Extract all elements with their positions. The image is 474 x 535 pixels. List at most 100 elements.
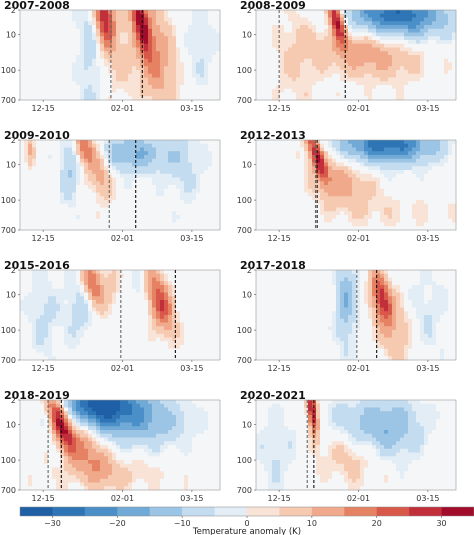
heatmap-cell	[360, 77, 365, 82]
heatmap-cell	[76, 73, 81, 78]
heatmap-cell	[376, 162, 381, 167]
heatmap-cell	[160, 17, 165, 22]
heatmap-cell	[36, 226, 41, 231]
heatmap-cell	[96, 162, 101, 167]
heatmap-cell	[420, 173, 425, 178]
heatmap-cell	[316, 162, 321, 167]
heatmap-cell	[428, 211, 433, 216]
heatmap-cell	[404, 226, 409, 231]
heatmap-cell	[20, 173, 25, 178]
heatmap-cell	[112, 92, 117, 97]
heatmap-cell	[400, 85, 405, 90]
heatmap-cell	[256, 88, 261, 93]
heatmap-cell	[116, 40, 121, 45]
heatmap-cell	[328, 143, 333, 148]
heatmap-cell	[156, 181, 161, 186]
heatmap-cell	[112, 140, 117, 145]
heatmap-cell	[392, 222, 397, 227]
heatmap-cell	[44, 192, 49, 197]
heatmap-cell	[300, 73, 305, 78]
heatmap-cell	[324, 143, 329, 148]
heatmap-cell	[440, 32, 445, 37]
panel-title: 2009-2010	[4, 129, 70, 142]
heatmap-cell	[64, 188, 69, 193]
heatmap-cell	[368, 222, 373, 227]
heatmap-cell	[208, 226, 213, 231]
heatmap-cell	[360, 62, 365, 67]
heatmap-cell	[336, 207, 341, 212]
heatmap-cell	[432, 211, 437, 216]
heatmap-cell	[24, 273, 29, 278]
heatmap-cell	[208, 203, 213, 208]
heatmap-cell	[288, 21, 293, 26]
heatmap-cell	[452, 77, 457, 82]
heatmap-cell	[56, 173, 61, 178]
heatmap-cell	[112, 181, 117, 186]
heatmap-cell	[116, 200, 121, 205]
heatmap-cell	[392, 40, 397, 45]
heatmap-cell	[124, 32, 129, 37]
heatmap-cell	[212, 155, 217, 160]
heatmap-cell	[276, 218, 281, 223]
heatmap-cell	[100, 166, 105, 171]
heatmap-cell	[272, 58, 277, 63]
heatmap-cell	[280, 222, 285, 227]
heatmap-cell	[356, 158, 361, 163]
heatmap-cell	[452, 88, 457, 93]
heatmap-cell	[344, 207, 349, 212]
heatmap-cell	[192, 222, 197, 227]
heatmap-cell	[428, 166, 433, 171]
heatmap-cell	[196, 13, 201, 18]
heatmap-cell	[148, 218, 153, 223]
heatmap-cell	[420, 96, 425, 101]
heatmap-cell	[264, 51, 269, 56]
heatmap-cell	[340, 207, 345, 212]
heatmap-cell	[184, 88, 189, 93]
heatmap-cell	[160, 88, 165, 93]
heatmap-cell	[112, 32, 117, 37]
heatmap-cell	[164, 96, 169, 101]
heatmap-cell	[316, 62, 321, 67]
heatmap-cell	[376, 10, 381, 15]
heatmap-cell	[332, 81, 337, 86]
heatmap-cell	[160, 10, 165, 15]
heatmap-cell	[296, 185, 301, 190]
heatmap-cell	[392, 81, 397, 86]
heatmap-cell	[268, 70, 273, 75]
heatmap-cell	[208, 177, 213, 182]
heatmap-cell	[368, 40, 373, 45]
heatmap-cell	[20, 47, 25, 52]
heatmap-cell	[20, 81, 25, 86]
heatmap-cell	[348, 200, 353, 205]
heatmap-cell	[216, 51, 221, 56]
heatmap-cell	[400, 177, 405, 182]
heatmap-cell	[316, 85, 321, 90]
heatmap-cell	[296, 226, 301, 231]
heatmap-cell	[128, 85, 133, 90]
heatmap-cell	[36, 200, 41, 205]
heatmap-cell	[376, 166, 381, 171]
heatmap-cell	[296, 203, 301, 208]
heatmap-cell	[272, 55, 277, 60]
heatmap-cell	[392, 188, 397, 193]
heatmap-cell	[156, 196, 161, 201]
heatmap-cell	[180, 222, 185, 227]
heatmap-cell	[400, 40, 405, 45]
heatmap-cell	[48, 196, 53, 201]
heatmap-cell	[112, 273, 117, 278]
heatmap-cell	[424, 51, 429, 56]
heatmap-cell	[80, 226, 85, 231]
heatmap-cell	[28, 170, 33, 175]
heatmap-cell	[192, 13, 197, 18]
heatmap-cell	[296, 155, 301, 160]
heatmap-cell	[316, 207, 321, 212]
heatmap-cell	[196, 181, 201, 186]
heatmap-cell	[112, 43, 117, 48]
heatmap-cell	[304, 66, 309, 71]
heatmap-cell	[400, 140, 405, 145]
heatmap-cell	[272, 155, 277, 160]
heatmap-cell	[424, 143, 429, 148]
heatmap-cell	[288, 36, 293, 41]
heatmap-cell	[404, 140, 409, 145]
heatmap-cell	[312, 173, 317, 178]
